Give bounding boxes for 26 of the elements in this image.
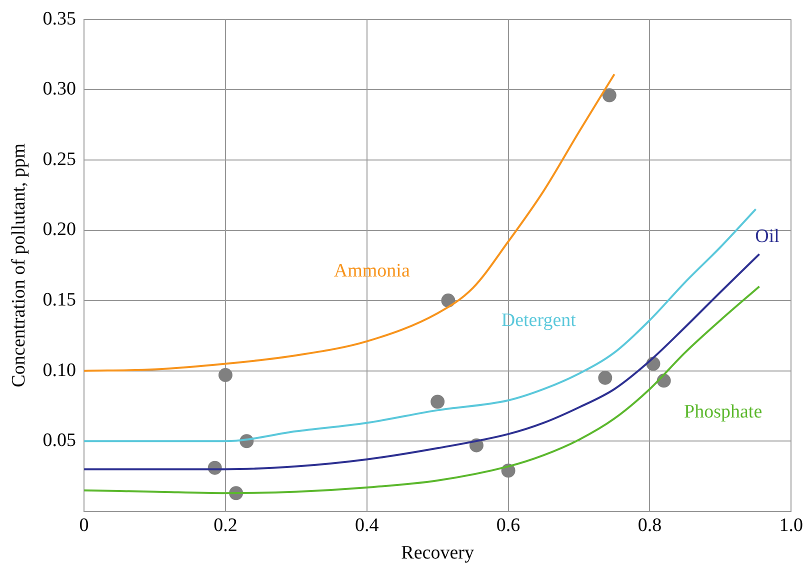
y-tick-label: 0.25 [42,148,76,170]
y-tick-label: 0.30 [42,78,76,100]
y-tick-label: 0.10 [42,360,76,381]
y-tick-label: 0.35 [42,8,76,30]
y-tick-label: 0.15 [42,290,76,311]
x-tick-label: 0 [79,514,89,536]
x-axis-title: Recovery [401,542,474,564]
series-label: Oil [755,226,780,248]
point [598,370,612,385]
point [218,368,232,382]
text: Ammonia [334,260,410,282]
x-tick-label: 0.2 [214,514,238,536]
x-tick-label: 0.4 [355,514,380,536]
y-axis-title: Concentration of pollutant, ppm [8,143,30,388]
series-label: Phosphate [684,402,762,423]
point [602,88,616,102]
y-tick-label: 0.20 [42,219,76,240]
point [441,294,456,308]
line-series [84,285,760,494]
x-tick-label: 1.0 [779,514,803,536]
line-series [84,253,760,470]
line-series [84,73,616,372]
point [430,394,445,409]
y-tick-label: 0.05 [42,430,76,452]
x-tick-label: 0.6 [496,514,520,536]
x-tick-label: 0.8 [638,514,662,536]
